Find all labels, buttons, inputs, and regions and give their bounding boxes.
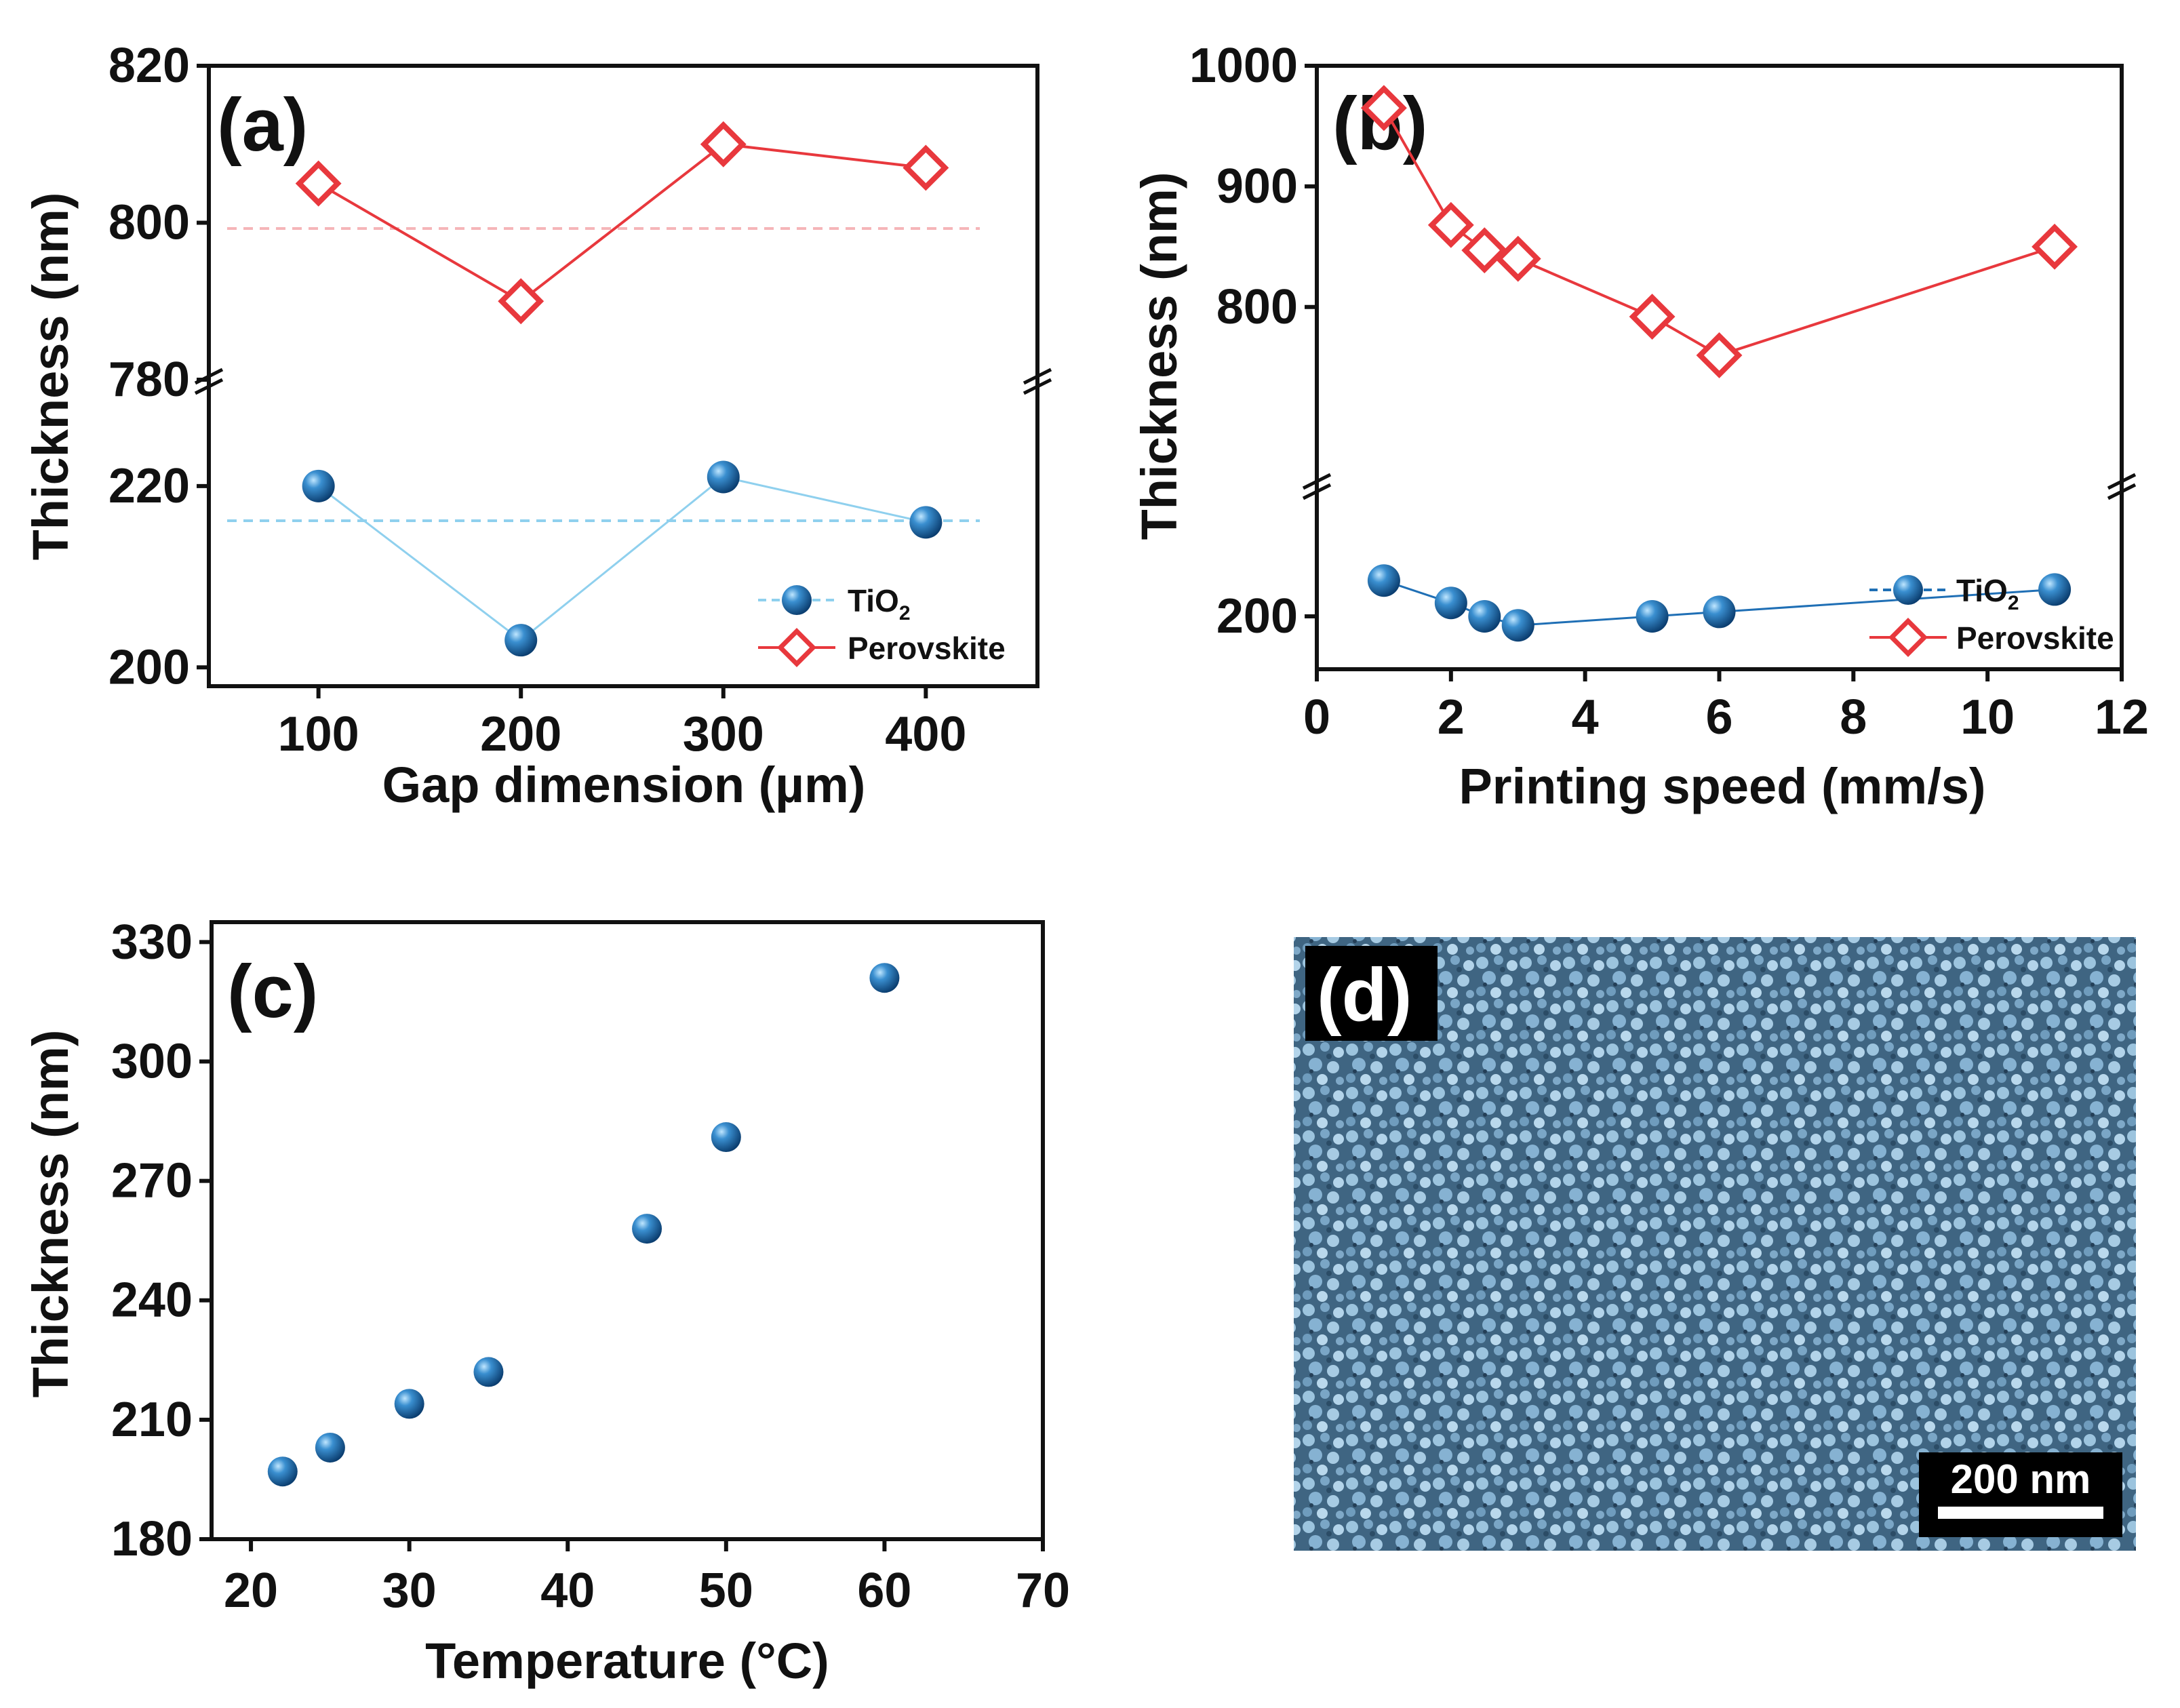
panel-c-ytick-label-3: 270 bbox=[111, 1154, 193, 1208]
panel-a-legend-tio2-marker bbox=[782, 585, 812, 615]
panel-a: (a) 780 800 820 200 220 100 200 300 400 Gap dim… bbox=[22, 39, 1052, 813]
panel-c-tio2-point-2 bbox=[394, 1389, 424, 1419]
panel-c-frame bbox=[210, 920, 1045, 1541]
panel-a-tio2-point-2 bbox=[707, 460, 740, 494]
panel-b-xtick-label-1: 2 bbox=[1438, 690, 1465, 744]
panel-a-ytick-label-upper-0: 780 bbox=[108, 353, 190, 407]
panel-c-tio2-point-0 bbox=[267, 1456, 298, 1487]
panel-d: (d) 200 nm bbox=[1294, 937, 2136, 1551]
panel-c-ylabel: Thickness (nm) bbox=[22, 1030, 79, 1398]
panel-c-tio2-point-6 bbox=[869, 963, 900, 993]
panel-b-tio2-point-1 bbox=[1434, 587, 1467, 620]
panel-b-tio2-point-0 bbox=[1367, 564, 1400, 597]
panel-a-xtick-label-3: 400 bbox=[885, 707, 966, 761]
panel-a-legend-perovskite-marker bbox=[777, 628, 816, 667]
panel-c-ytick-label-1: 210 bbox=[111, 1393, 193, 1447]
panel-b-axis-break-left bbox=[1302, 473, 1332, 500]
panel-a-axis-break-right bbox=[1023, 368, 1052, 395]
panel-c-ytick-label-5: 330 bbox=[111, 915, 193, 969]
panel-a-ytick-label-lower-0: 200 bbox=[108, 640, 190, 694]
panel-b-perovskite-point-2 bbox=[1461, 227, 1508, 274]
panel-a-tio2-point-0 bbox=[302, 469, 335, 502]
panel-b-ytick-label-upper-0: 800 bbox=[1216, 280, 1298, 334]
panel-b-tio2-point-2 bbox=[1468, 600, 1501, 633]
panel-a-axis-break-left bbox=[194, 368, 224, 395]
panel-c-xtick-label-4: 60 bbox=[857, 1564, 911, 1618]
panel-a-xtick-label-2: 300 bbox=[683, 707, 764, 761]
panel-c-ytick-label-2: 240 bbox=[111, 1273, 193, 1328]
panel-b-perovskite-point-1 bbox=[1427, 201, 1474, 248]
panel-b-perovskite-point-0 bbox=[1360, 85, 1407, 132]
panel-b-ylabel: Thickness (nm) bbox=[1131, 172, 1187, 540]
panel-b-perovskite-point-5 bbox=[1696, 332, 1743, 378]
panel-c: (c) 180 210 240 270 300 330 20 30 40 50 60 70 Temp… bbox=[22, 915, 1070, 1689]
panel-c-tio2-point-3 bbox=[473, 1357, 504, 1387]
panel-b-perovskite-point-3 bbox=[1494, 235, 1541, 282]
panel-b-xtick-label-6: 12 bbox=[2095, 690, 2149, 744]
panel-c-ytick-label-0: 180 bbox=[111, 1512, 193, 1566]
panel-c-xtick-label-0: 20 bbox=[224, 1564, 278, 1618]
panel-c-tio2-point-4 bbox=[632, 1214, 662, 1244]
panel-b-legend-perovskite: Perovskite bbox=[1956, 620, 2114, 656]
panel-d-label-bg bbox=[1305, 946, 1438, 1041]
panel-a-xtick-label-1: 200 bbox=[480, 707, 561, 761]
panel-b-xtick-label-2: 4 bbox=[1572, 690, 1599, 744]
panel-b-ytick-label-lower-0: 200 bbox=[1216, 589, 1298, 643]
panel-b-xlabel: Printing speed (mm/s) bbox=[1459, 758, 1985, 814]
panel-c-xtick-label-1: 30 bbox=[382, 1564, 437, 1618]
panel-c-xtick-label-2: 40 bbox=[540, 1564, 595, 1618]
panel-c-tio2-point-5 bbox=[711, 1122, 741, 1153]
panel-c-tio2-point-1 bbox=[315, 1432, 345, 1463]
panel-a-xlabel: Gap dimension (µm) bbox=[382, 757, 866, 813]
panel-a-legend: TiO2 Perovskite bbox=[758, 583, 1006, 667]
panel-b-tio2-point-5 bbox=[1703, 595, 1736, 629]
panel-b-perovskite-point-6 bbox=[2032, 223, 2078, 270]
panel-b-xtick-label-4: 8 bbox=[1840, 690, 1867, 744]
panel-c-ytick-label-4: 300 bbox=[111, 1034, 193, 1088]
panel-b-xtick-label-3: 6 bbox=[1705, 690, 1732, 744]
panel-b-ytick-label-upper-1: 900 bbox=[1216, 159, 1298, 214]
panel-c-xtick-label-3: 50 bbox=[699, 1564, 753, 1618]
panel-b-legend-tio2: TiO2 bbox=[1956, 573, 2019, 614]
panel-a-legend-tio2: TiO2 bbox=[848, 583, 911, 624]
panel-a-perovskite-point-2 bbox=[700, 121, 747, 167]
panel-b-legend: TiO2 Perovskite bbox=[1869, 573, 2114, 657]
panel-c-xtick-label-5: 70 bbox=[1016, 1564, 1070, 1618]
panel-b-legend-perovskite-marker bbox=[1888, 618, 1928, 657]
panel-b-xtick-label-0: 0 bbox=[1303, 690, 1330, 744]
panel-a-xtick-label-0: 100 bbox=[278, 707, 359, 761]
panel-d-label: (d) bbox=[1317, 953, 1412, 1037]
panel-a-perovskite-point-1 bbox=[498, 278, 544, 325]
panel-a-tio2-point-3 bbox=[909, 506, 943, 539]
panel-a-ytick-label-upper-1: 800 bbox=[108, 196, 190, 250]
panel-b-axis-break-right bbox=[2107, 473, 2137, 500]
panel-a-perovskite-point-0 bbox=[295, 160, 342, 207]
panel-b-tio2-point-6 bbox=[2038, 573, 2072, 606]
scale-bar-box bbox=[1919, 1452, 2122, 1537]
panel-a-ytick-label-upper-2: 820 bbox=[108, 39, 190, 93]
panel-a-perovskite-point-3 bbox=[903, 144, 949, 191]
panel-b-legend-tio2-marker bbox=[1893, 575, 1923, 605]
panel-b-tio2-point-4 bbox=[1636, 600, 1669, 633]
panel-b-perovskite-point-4 bbox=[1629, 294, 1676, 340]
panel-a-ylabel: Thickness (nm) bbox=[22, 193, 79, 561]
panel-a-legend-perovskite: Perovskite bbox=[848, 631, 1006, 666]
panel-c-xlabel: Temperature (°C) bbox=[425, 1633, 829, 1689]
panel-b-tio2-point-3 bbox=[1501, 609, 1534, 642]
panel-a-tio2-point-1 bbox=[504, 624, 538, 657]
panel-c-label: (c) bbox=[227, 950, 318, 1033]
panel-a-label: (a) bbox=[217, 83, 308, 167]
scale-bar-label: 200 nm bbox=[1951, 1456, 2091, 1502]
panel-b-xtick-label-5: 10 bbox=[1960, 690, 2015, 744]
scale-bar bbox=[1938, 1507, 2103, 1519]
panel-b-ytick-label-upper-2: 1000 bbox=[1189, 39, 1298, 93]
panel-a-line-perovskite bbox=[317, 142, 926, 303]
panel-a-line-tio2 bbox=[317, 475, 926, 642]
panel-a-ytick-label-lower-1: 220 bbox=[108, 459, 190, 513]
